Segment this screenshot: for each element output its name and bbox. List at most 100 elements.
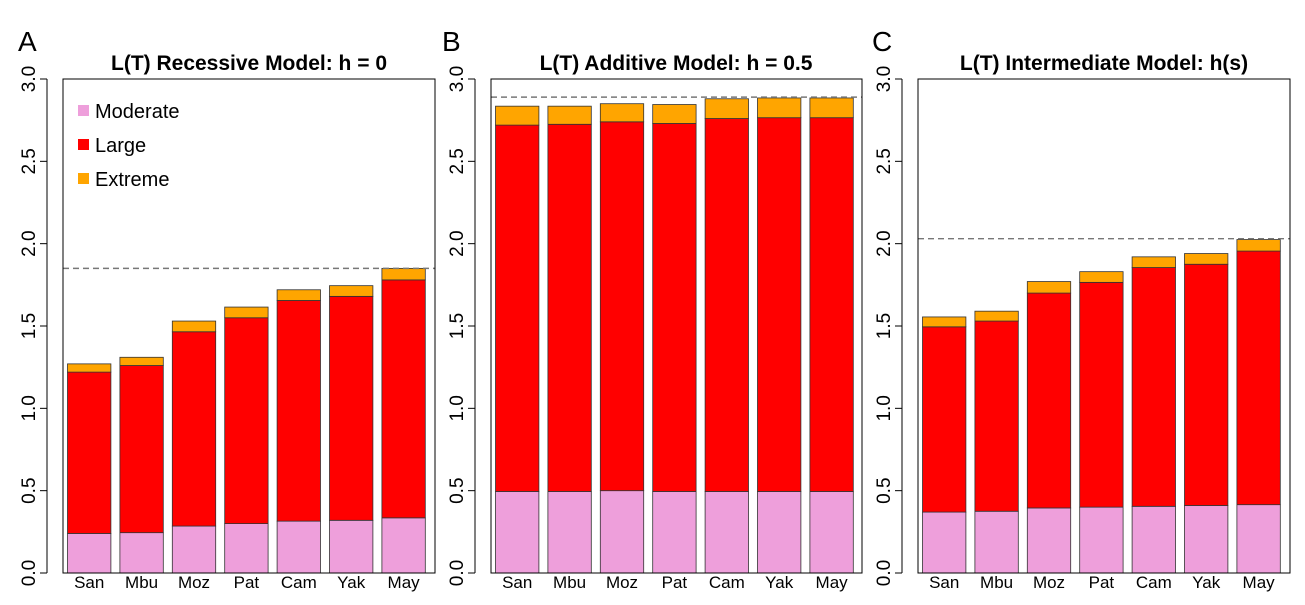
y-tick-label: 2.0 [19,230,40,256]
legend-label-extreme: Extreme [95,169,169,191]
x-tick-label: Mbu [553,573,586,592]
y-tick-label: 1.5 [447,313,468,339]
y-axis: 0.0 0.5 1.0 1.5 2.0 2.5 3.0 [874,66,903,586]
bar-large-pat [224,317,269,524]
bar-moderate-cam [276,520,321,574]
bar-large-yak [329,295,374,521]
y-tick-label: 1.0 [874,395,895,421]
legend-swatch-moderate [78,105,89,116]
x-tick-label: Moz [606,573,638,592]
legend-label-large: Large [95,135,146,157]
bar-moderate-cam [1131,505,1176,574]
bar-moderate-pat [652,491,697,574]
bar-large-moz [599,121,645,492]
x-tick-label: Moz [178,573,210,592]
bar-moderate-cam [704,491,749,574]
bar-extreme-cam [704,98,749,119]
bar-large-yak [1184,263,1229,506]
bar-extreme-san [67,363,112,373]
chart-title: L(T) Additive Model: h = 0.5 [540,52,813,75]
legend: Moderate Large Extreme [78,101,180,191]
bar-moderate-yak [329,519,374,574]
bar-extreme-may [1236,239,1281,252]
bar-large-pat [1079,281,1124,508]
bar-large-mbu [119,365,164,534]
bar-extreme-mbu [119,356,164,366]
bar-large-cam [1131,267,1176,507]
y-tick-label: 1.5 [874,313,895,339]
y-tick-label: 2.5 [874,148,895,174]
bar-moderate-yak [757,491,802,574]
legend-swatch-extreme [78,173,89,184]
panel-letter: B [442,26,461,57]
x-tick-label: Yak [337,573,366,592]
x-tick-label: Yak [765,573,794,592]
bar-moderate-san [495,491,540,574]
bar-extreme-mbu [547,105,592,125]
bar-moderate-pat [224,523,269,574]
bar-large-cam [276,300,321,522]
legend-swatch-large [78,139,89,150]
bar-large-mbu [974,320,1019,512]
bar-large-may [809,117,854,492]
bar-large-yak [757,117,802,492]
bar-large-moz [1026,292,1072,509]
y-axis: 0.0 0.5 1.0 1.5 2.0 2.5 3.0 [19,66,48,586]
y-tick-label: 0.0 [874,560,895,586]
x-tick-label: May [1243,573,1276,592]
bar-extreme-pat [652,104,697,124]
x-tick-label: Pat [234,573,260,592]
x-tick-label: Pat [1089,573,1115,592]
bar-large-mbu [547,123,592,492]
legend-label-moderate: Moderate [95,101,180,123]
x-tick-label: Yak [1192,573,1221,592]
panel-letter: A [18,26,37,57]
panel-c: C L(T) Intermediate Model: h(s) 0.0 0.5 1.0 1… [872,26,1291,592]
y-tick-label: 2.0 [447,230,468,256]
bar-large-san [67,371,112,534]
bar-moderate-mbu [974,510,1019,574]
y-tick-label: 0.5 [447,477,468,503]
y-tick-label: 0.5 [874,477,895,503]
x-tick-label: Moz [1033,573,1065,592]
plot-frame [490,78,863,574]
bar-extreme-san [495,105,540,126]
panel-b: B L(T) Additive Model: h = 0.5 0.0 0.5 1.0 1.… [442,26,863,592]
bar-moderate-may [1236,504,1281,574]
x-tick-label: May [816,573,849,592]
bar-extreme-yak [1184,253,1229,265]
x-tick-label: Pat [662,573,688,592]
bar-moderate-moz [1026,507,1072,574]
bar-extreme-moz [1026,281,1072,294]
bar-extreme-cam [276,289,321,301]
bar-extreme-cam [1131,256,1176,268]
x-tick-label: Cam [1136,573,1172,592]
bar-large-cam [704,118,749,492]
y-tick-label: 3.0 [19,66,40,92]
bar-large-san [495,124,540,492]
bar-moderate-may [809,491,854,574]
y-tick-label: 0.5 [19,477,40,503]
x-tick-label: San [502,573,532,592]
bar-large-san [922,326,967,513]
x-tick-label: San [74,573,104,592]
panel-letter: C [872,26,892,57]
bar-moderate-moz [171,525,217,574]
chart-title: L(T) Intermediate Model: h(s) [960,52,1248,75]
bar-moderate-moz [599,490,645,574]
bar-extreme-yak [329,285,374,297]
x-tick-label: Cam [709,573,745,592]
y-tick-label: 1.5 [19,313,40,339]
x-tick-label: Mbu [125,573,158,592]
bar-large-may [381,279,426,519]
bar-large-moz [171,331,217,527]
bar-moderate-mbu [547,491,592,574]
bar-extreme-pat [1079,271,1124,283]
bar-extreme-pat [224,306,269,319]
bar-extreme-yak [757,97,802,119]
y-tick-label: 2.5 [19,148,40,174]
bar-extreme-may [809,97,854,119]
bar-extreme-mbu [974,310,1019,322]
x-tick-label: San [929,573,959,592]
